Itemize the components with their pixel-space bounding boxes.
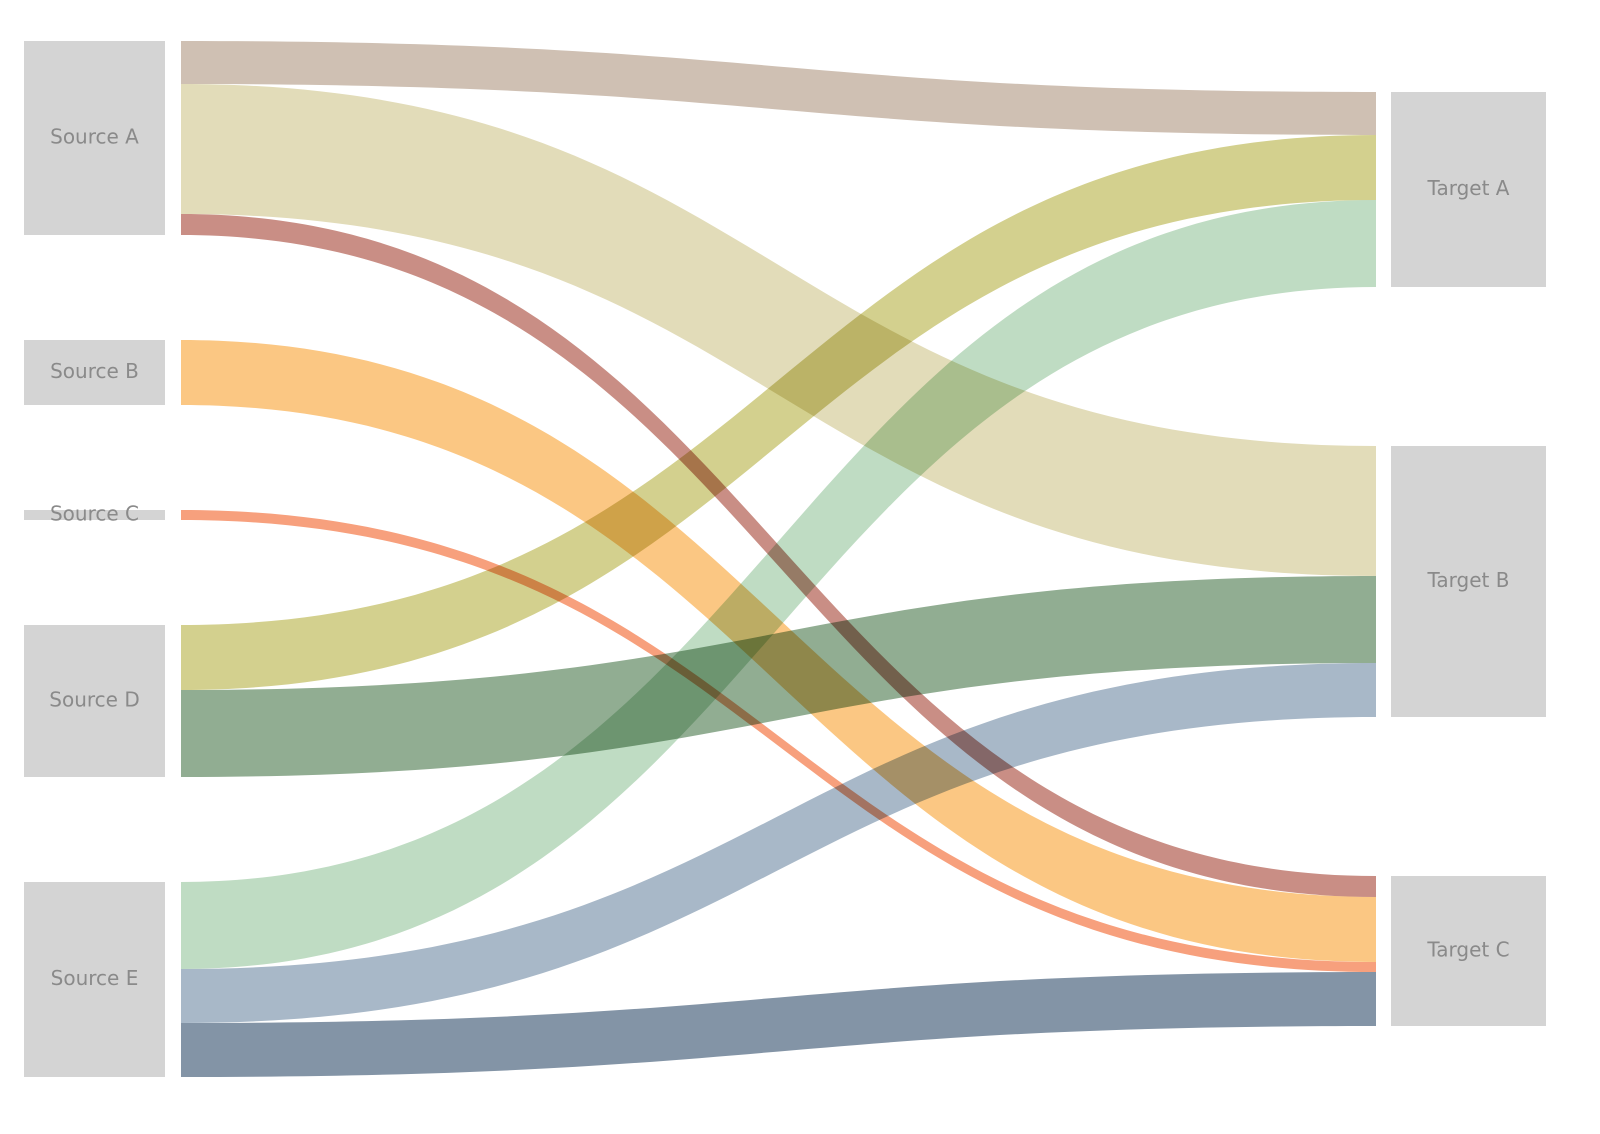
node-source-b: Source B xyxy=(24,340,165,405)
node-source-e: Source E xyxy=(24,882,165,1077)
link-source-a-to-target-b xyxy=(181,84,1376,576)
node-rect xyxy=(24,625,165,777)
node-label: Source C xyxy=(50,502,139,526)
link-source-e-to-target-b xyxy=(181,663,1376,1023)
link-source-a-to-target-a xyxy=(181,41,1376,135)
node-rect xyxy=(24,882,165,1077)
node-target-a: Target A xyxy=(1391,92,1546,287)
node-source-c: Source C xyxy=(24,502,165,526)
node-label: Target B xyxy=(1427,568,1510,592)
node-label: Source A xyxy=(50,125,139,149)
node-rect xyxy=(24,510,165,520)
node-rect xyxy=(1391,876,1546,1026)
node-rect xyxy=(1391,446,1546,717)
node-label: Target C xyxy=(1426,938,1509,962)
node-label: Source B xyxy=(50,359,139,383)
node-source-d: Source D xyxy=(24,625,165,777)
nodes-layer: Source A Source B Source C Source D Source E… xyxy=(24,41,1546,1077)
node-rect xyxy=(1391,92,1546,287)
node-source-a: Source A xyxy=(24,41,165,235)
node-rect xyxy=(24,41,165,235)
links-layer xyxy=(181,41,1376,1077)
link-source-e-to-target-a xyxy=(181,200,1376,969)
link-source-c-to-target-c xyxy=(181,510,1376,972)
link-source-d-to-target-a xyxy=(181,135,1376,690)
node-label: Source E xyxy=(51,966,139,990)
link-source-d-to-target-b xyxy=(181,576,1376,777)
node-target-b: Target B xyxy=(1391,446,1546,717)
node-label: Source D xyxy=(49,688,139,712)
node-label: Target A xyxy=(1427,176,1510,200)
link-source-e-to-target-c xyxy=(181,972,1376,1077)
node-target-c: Target C xyxy=(1391,876,1546,1026)
node-rect xyxy=(24,340,165,405)
